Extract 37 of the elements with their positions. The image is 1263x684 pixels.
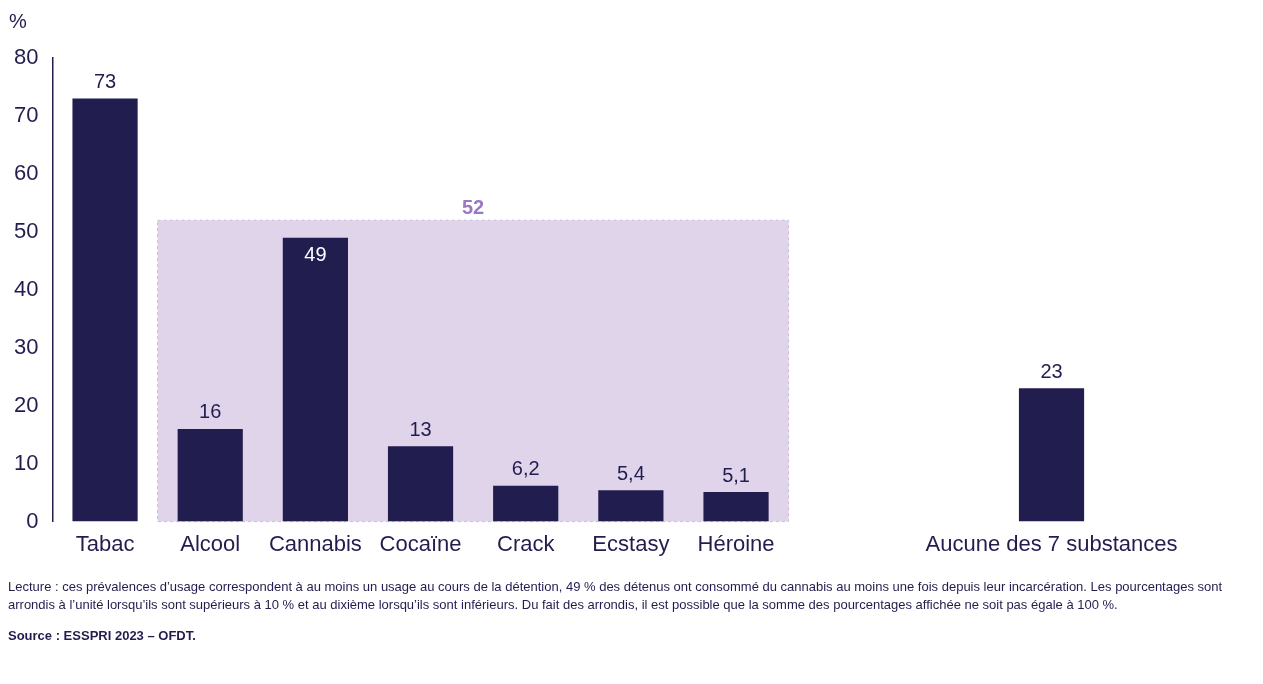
y-tick-label: 10: [13, 449, 39, 475]
bar: [72, 98, 138, 522]
x-tick-label: Alcool: [180, 530, 241, 556]
data-label: 5,1: [722, 463, 750, 486]
bar: [1018, 388, 1085, 522]
x-tick-label: Cannabis: [268, 530, 362, 556]
bar: [598, 490, 664, 522]
bar: [177, 428, 243, 522]
y-tick-label: 20: [13, 391, 39, 417]
text: Lecture : ces prévalences d’usage correspondent à au moins un usage au cours de la détention, 49 % des détenus ont consommé du cannabis au moins une fois depuis leur incarcération. Les pourcentages sont arrondis à l’unité lorsqu’ils sont supérieurs à 10 % et au dixième lorsqu’ils sont inférieurs. Du fait des arrondis, il est possible que la somme des pourcentages affichée ne soit pas égale à 100 %.: [8, 578, 1224, 614]
data-label: 73: [93, 70, 117, 93]
y-tick-label: 30: [13, 333, 39, 359]
annotation: 52: [462, 195, 485, 218]
y-axis-title: %: [9, 9, 28, 32]
bar: [282, 237, 348, 522]
data-label: 6,2: [511, 457, 540, 480]
data-label: 13: [409, 417, 432, 440]
x-tick-label: Aucune des 7 substances: [925, 530, 1178, 556]
source-note: Source : ESSPRI 2023 – OFDT.: [8, 627, 197, 645]
y-tick-label: 60: [13, 159, 39, 185]
y-tick-label: 70: [13, 102, 39, 128]
y-tick-label: 40: [13, 275, 39, 301]
data-label: 49: [304, 243, 327, 266]
x-tick-label: Ecstasy: [592, 530, 670, 556]
bar: [703, 492, 769, 522]
y-tick-label: 0: [26, 507, 39, 533]
y-tick-label: 80: [13, 44, 39, 70]
bar: [387, 446, 454, 522]
data-label: 23: [1040, 359, 1063, 382]
data-label: 16: [199, 400, 222, 423]
x-tick-label: Tabac: [75, 530, 135, 556]
data-label: 5,4: [616, 461, 645, 484]
x-tick-label: Héroine: [697, 530, 775, 556]
bar: [493, 485, 559, 522]
x-tick-label: Crack: [496, 530, 556, 556]
x-tick-label: Cocaïne: [379, 530, 462, 556]
y-tick-label: 50: [13, 217, 39, 243]
